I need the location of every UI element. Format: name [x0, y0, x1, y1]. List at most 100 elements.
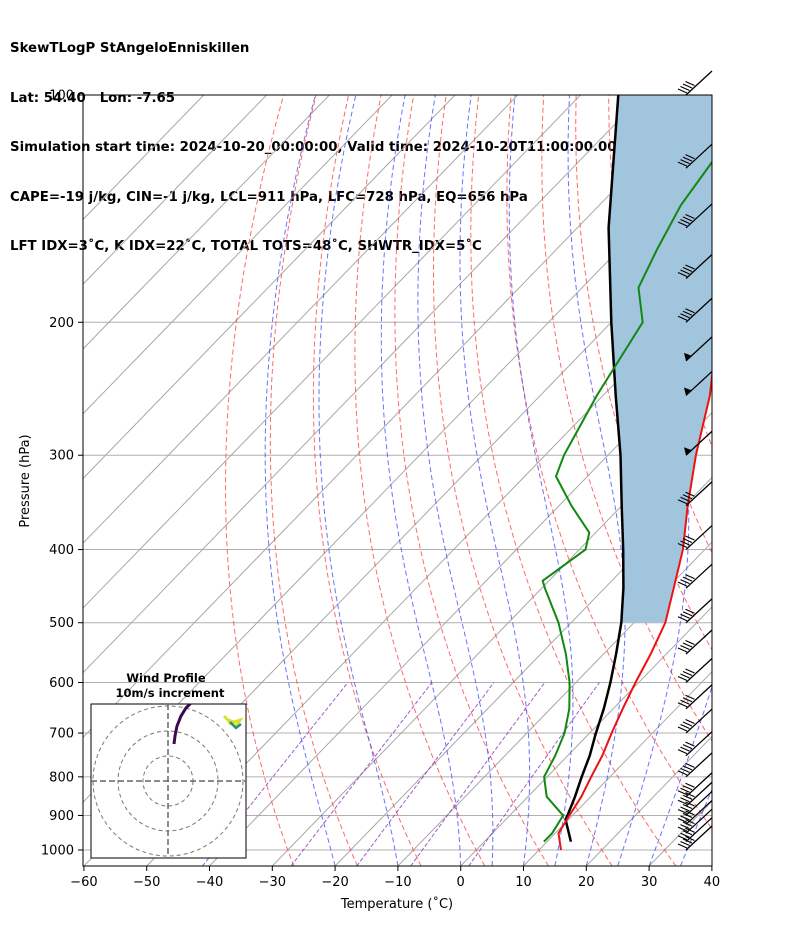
dry-adiabat: [739, 95, 794, 866]
inset-subtitle: 10m/s increment: [116, 686, 225, 700]
wind-barb: [677, 563, 713, 589]
wind-barb: [677, 772, 713, 798]
dry-adiabat: [224, 95, 295, 866]
y-tick-label: 400: [49, 543, 74, 558]
wind-barb: [684, 430, 713, 456]
moist-adiabat: [508, 95, 574, 866]
moist-adiabat: [264, 95, 336, 866]
parcel-line: [564, 95, 625, 842]
dry-adiabat: [269, 95, 358, 866]
wind-barbs: [677, 70, 713, 851]
wind-barb: [677, 684, 713, 710]
wind-barb: [677, 203, 713, 229]
moist-adiabat: [648, 685, 712, 866]
header-stability: CAPE=-19 j/kg, CIN=-1 j/kg, LCL=911 hPa,…: [10, 189, 528, 205]
x-tick-label: −50: [133, 875, 160, 890]
isotherm-line: [83, 95, 519, 544]
mixing-ratio-line: [290, 682, 433, 866]
isotherm-line: [146, 282, 712, 866]
profile-lines: [541, 95, 712, 851]
x-tick-label: 20: [578, 875, 595, 890]
wind-profile-inset: Wind Profile 10m/s increment: [90, 671, 247, 859]
wind-barb: [684, 370, 713, 396]
x-tick-label: 40: [704, 875, 721, 890]
isotherm-line: [397, 541, 712, 866]
wind-barb: [677, 297, 713, 323]
wind-barb: [677, 808, 713, 834]
hodograph-trace-upper: [172, 704, 193, 745]
moist-adiabat: [617, 95, 690, 866]
x-tick-label: 0: [457, 875, 465, 890]
header-title: SkewTLogP StAngeloEnniskillen: [10, 41, 250, 56]
y-tick-label: 100: [49, 89, 74, 104]
isotherm-line: [334, 476, 712, 866]
isotherm-line: [460, 606, 712, 866]
dry-adiabat: [771, 95, 794, 866]
y-tick-label: 1000: [41, 844, 74, 859]
y-tick-label: 600: [49, 676, 74, 691]
mixing-ratio-line: [356, 682, 495, 866]
y-tick-label: 700: [49, 727, 74, 742]
isotherm-line: [711, 865, 712, 866]
isotherm-line: [585, 735, 712, 866]
moist-adiabat: [318, 95, 399, 866]
isotherm-line: [523, 670, 712, 866]
x-tick-label: −60: [70, 875, 97, 890]
dry-adiabat: [432, 95, 613, 866]
wind-barb: [677, 799, 713, 825]
x-tick-label: 30: [641, 875, 658, 890]
inset-title: Wind Profile: [126, 671, 206, 685]
dry-adiabat: [470, 95, 677, 866]
mixing-ratio-line: [410, 682, 546, 866]
isotherm-line: [83, 95, 456, 480]
mixing-ratio-line: [468, 682, 600, 866]
adiabats: [202, 95, 794, 866]
y-axis-ticks: 1000 900 800 700 600 500 400 300 200 100: [41, 89, 83, 859]
wind-barb: [677, 143, 713, 169]
wind-barb: [677, 781, 713, 807]
x-tick-label: 10: [515, 875, 532, 890]
x-tick-label: −10: [384, 875, 411, 890]
y-tick-label: 200: [49, 316, 74, 331]
moist-adiabat: [459, 95, 531, 866]
wind-barb: [677, 598, 713, 624]
header-location: Lat: 54.40 Lon: -7.65: [10, 90, 176, 106]
hodograph-trace-mid: [229, 721, 242, 730]
x-tick-label: −30: [259, 875, 286, 890]
dry-adiabat: [575, 95, 712, 651]
header-times: Simulation start time: 2024-10-20_00:00:…: [10, 140, 617, 155]
y-tick-label: 800: [49, 770, 74, 785]
isotherm-line: [83, 95, 267, 285]
wind-barb: [677, 708, 713, 734]
isotherm-line: [271, 411, 712, 866]
hodograph: [91, 704, 246, 858]
wind-barb: [677, 70, 713, 96]
wind-barb: [677, 658, 713, 683]
isotherm-line: [83, 95, 707, 739]
y-axis-label: Pressure (hPa): [18, 434, 33, 527]
y-tick-label: 500: [49, 616, 74, 631]
temperature-line: [557, 367, 712, 851]
dewpoint-line: [541, 160, 712, 843]
wind-barb: [684, 336, 713, 362]
wind-barb: [677, 731, 713, 757]
x-tick-label: −40: [196, 875, 223, 890]
moist-adiabat: [680, 787, 712, 866]
wind-barb: [677, 481, 713, 507]
isotherm-line: [83, 95, 644, 674]
isotherm-line: [83, 95, 581, 609]
wind-barb: [677, 752, 713, 778]
x-tick-label: −20: [321, 875, 348, 890]
dry-adiabat: [354, 95, 486, 866]
dry-adiabat: [705, 95, 712, 151]
dry-adiabat: [541, 95, 712, 743]
y-tick-label: 300: [49, 449, 74, 464]
wind-barb: [677, 254, 713, 279]
isotherm-line: [209, 347, 712, 866]
moist-adiabat: [567, 95, 626, 866]
x-axis-ticks: −60 −50 −40 −30 −20 −10 0 10 20 30 40: [70, 866, 720, 890]
cape-area: [608, 95, 712, 623]
moist-adiabat: [380, 95, 462, 866]
wind-barb: [677, 629, 713, 655]
